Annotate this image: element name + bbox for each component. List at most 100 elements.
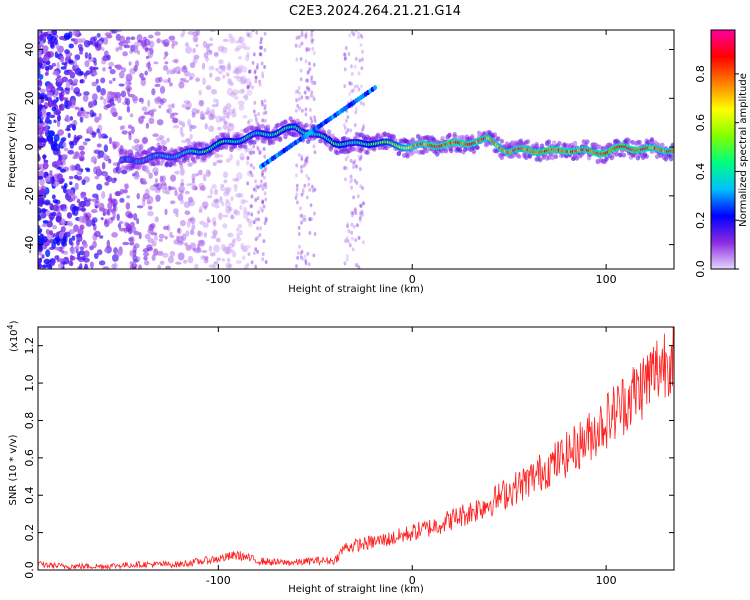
spectrogram-noise-cell [264, 260, 268, 265]
spectrogram-noise-cell [254, 247, 258, 252]
snr-xtick-label: -100 [206, 574, 231, 587]
spectrogram-xtick-label: -100 [206, 273, 231, 286]
spectrogram-noise-cell [108, 137, 112, 145]
spectrogram-noise-cell [232, 237, 236, 244]
spectrogram-noise-cell [237, 223, 242, 229]
spectrogram-noise-cell [78, 155, 85, 162]
spectrogram-noise-cell [301, 108, 304, 113]
spectrogram-noise-cell [177, 252, 185, 261]
spectrogram-noise-cell [151, 240, 157, 247]
spectrogram-band-cell [152, 161, 157, 167]
spectrogram-noise-cell [120, 90, 127, 98]
spectrogram-noise-cell [250, 173, 254, 178]
spectrogram-noise-cell [357, 31, 360, 36]
spectrogram-band-cell [553, 154, 559, 160]
spectrogram-noise-cell [88, 52, 92, 60]
spectrogram-noise-cell [190, 125, 197, 130]
spectrogram-noise-cell [38, 44, 42, 53]
spectrogram-noise-cell [136, 192, 140, 200]
spectrogram-noise-cell [226, 64, 232, 72]
spectrogram-noise-cell [68, 69, 74, 76]
spectrogram-noise-cell [63, 32, 71, 40]
spectrogram-noise-cell [41, 143, 46, 148]
spectrogram-noise-cell [346, 239, 350, 244]
spectrogram-noise-cell [262, 183, 266, 188]
spectrogram-noise-cell [307, 182, 311, 187]
spectrogram-noise-cell [63, 231, 71, 238]
spectrogram-band-cell [154, 147, 159, 153]
spectrogram-noise-cell [125, 202, 131, 210]
spectrogram-noise-cell [176, 227, 181, 234]
spectrogram-noise-cell [54, 255, 59, 260]
spectrogram-noise-cell [300, 165, 303, 170]
spectrogram-noise-cell [183, 201, 191, 209]
spectrogram-noise-cell [248, 118, 254, 123]
spectrogram-noise-cell [254, 198, 258, 203]
spectrogram-noise-cell [304, 33, 308, 38]
spectrogram-noise-cell [198, 169, 203, 176]
spectrogram-noise-cell [239, 76, 244, 82]
spectrogram-noise-cell [204, 111, 208, 115]
spectrogram-noise-cell [310, 76, 313, 81]
spectrogram-noise-cell [185, 244, 192, 251]
spectrogram-noise-cell [219, 65, 226, 71]
spectrogram-noise-cell [100, 217, 104, 221]
spectrogram-noise-cell [195, 30, 201, 37]
spectrogram-noise-cell [207, 43, 214, 47]
spectrogram-noise-cell [297, 35, 301, 40]
spectrogram-noise-cell [179, 164, 184, 169]
spectrogram-band-cell [222, 132, 227, 138]
spectrogram-noise-cell [351, 213, 354, 218]
spectrogram-band-cell [265, 124, 271, 130]
spectrogram-noise-cell [180, 198, 184, 205]
spectrogram-noise-cell [228, 122, 235, 127]
spectrogram-noise-cell [79, 51, 83, 55]
spectrogram-noise-cell [107, 208, 111, 216]
spectrogram-band-cell [260, 123, 265, 129]
spectrogram-noise-cell [223, 179, 228, 184]
spectrogram-noise-cell [179, 126, 184, 135]
spectrogram-noise-cell [166, 137, 170, 143]
spectrogram-noise-cell [52, 199, 59, 204]
spectrogram-noise-cell [225, 205, 231, 214]
spectrogram-noise-cell [156, 38, 161, 44]
spectrogram-noise-cell [142, 252, 150, 257]
spectrogram-noise-cell [155, 137, 163, 142]
spectrogram-noise-cell [240, 156, 245, 161]
spectrogram-noise-cell [250, 260, 254, 265]
spectrogram-band-cell [382, 132, 388, 138]
spectrogram-noise-cell [252, 251, 256, 256]
spectrogram-band-cell [492, 132, 498, 138]
spectrogram-noise-cell [247, 147, 254, 156]
spectrogram-noise-cell [254, 79, 258, 84]
spectrogram-noise-cell [92, 66, 99, 71]
spectrogram-noise-cell [206, 45, 211, 53]
spectrogram-noise-cell [39, 104, 43, 110]
spectrogram-noise-cell [101, 190, 106, 199]
spectrogram-noise-cell [343, 56, 347, 61]
spectrogram-band-cell [414, 148, 419, 154]
spectrogram-noise-cell [60, 168, 66, 173]
spectrogram-noise-cell [56, 247, 61, 251]
spectrogram-noise-cell [166, 68, 170, 75]
spectrogram-band-cell [354, 147, 360, 152]
spectrogram-noise-cell [261, 118, 265, 123]
spectrogram-noise-cell [154, 31, 161, 36]
spectrogram-noise-cell [50, 138, 54, 145]
spectrogram-noise-cell [261, 199, 265, 204]
spectrogram-noise-cell [138, 232, 142, 240]
spectrogram-noise-cell [73, 174, 79, 180]
spectrogram-noise-cell [303, 90, 307, 95]
spectrogram-noise-cell [182, 30, 186, 36]
spectrogram-noise-cell [360, 84, 363, 89]
spectrogram-noise-cell [49, 169, 53, 176]
spectrogram-noise-cell [202, 173, 207, 182]
spectrogram-noise-cell [108, 158, 112, 164]
spectrogram-noise-cell [58, 104, 63, 111]
spectrogram-noise-cell [305, 48, 309, 53]
spectrogram-noise-cell [199, 185, 206, 192]
spectrogram-noise-cell [52, 204, 59, 212]
spectrogram-noise-cell [239, 80, 247, 85]
spectrogram-noise-cell [226, 87, 233, 96]
spectrogram-noise-cell [211, 235, 217, 239]
